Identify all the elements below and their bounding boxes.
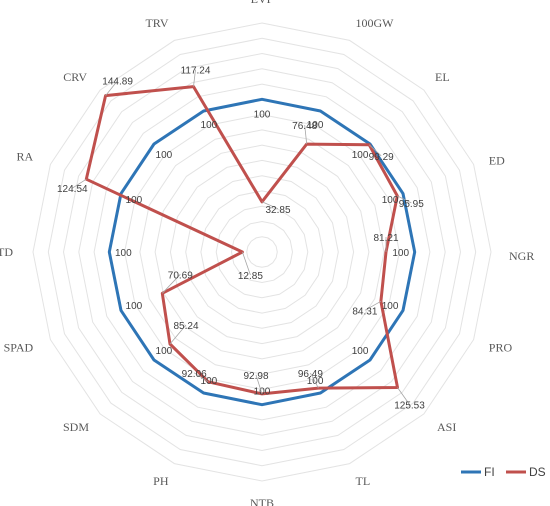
axis-label-el: EL — [435, 70, 450, 84]
fi-data-label: 100 — [392, 248, 409, 259]
axis-label-spad: SPAD — [4, 341, 34, 355]
ds-data-label: 70.69 — [168, 270, 193, 281]
fi-data-label: 100 — [352, 150, 369, 161]
fi-data-label: 100 — [382, 195, 399, 206]
ds-leader-line — [364, 300, 382, 311]
fi-data-label: 100 — [382, 301, 399, 312]
ds-leader-line — [193, 372, 209, 383]
axis-label-ph: PH — [153, 474, 169, 488]
ds-data-label: 85.24 — [173, 321, 198, 332]
ds-data-label: 81.21 — [373, 233, 398, 244]
ds-data-label: 124.54 — [57, 184, 88, 195]
fi-data-label: 100 — [254, 387, 271, 398]
ds-data-label: 92.98 — [243, 371, 268, 382]
ds-leader-line — [105, 80, 118, 96]
ds-data-label: 84.31 — [352, 306, 377, 317]
ds-leader-line — [72, 178, 87, 189]
ds-leader-line — [397, 195, 412, 204]
ds-data-label: 12.85 — [238, 271, 263, 282]
fi-data-label: 100 — [352, 346, 369, 357]
grid-ring — [32, 22, 492, 482]
axis-label-sdm: SDM — [63, 420, 89, 434]
fi-data-label: 100 — [126, 195, 143, 206]
axis-label-ctd: CTD — [0, 245, 13, 259]
axis-label-evp: EVP — [251, 0, 274, 6]
axis-label-ngr: NGR — [509, 249, 534, 263]
axis-label-asi: ASI — [437, 420, 456, 434]
ds-leader-line — [162, 274, 181, 294]
grid-ring — [230, 220, 294, 284]
axis-label-ntb: NTB — [250, 496, 274, 506]
legend-label-fi: FI — [484, 465, 495, 479]
grid-ring — [93, 83, 431, 421]
axis-label-100gw: 100GW — [356, 16, 395, 30]
ds-leader-line — [255, 374, 263, 395]
grid-ring — [200, 190, 324, 314]
ds-leader-line — [242, 251, 251, 276]
ds-leader-line — [261, 201, 279, 210]
fi-data-label: 100 — [307, 120, 324, 131]
ds-data-label: 144.89 — [102, 77, 133, 88]
fi-data-label: 100 — [201, 120, 218, 131]
grid-ring — [124, 114, 400, 390]
ds-leader-line — [397, 387, 410, 405]
grid-ring — [78, 68, 446, 436]
ds-leader-line — [304, 125, 308, 145]
fi-data-label: 100 — [201, 376, 218, 387]
grid-ring — [169, 159, 355, 345]
axis-label-ra: RA — [17, 150, 34, 164]
axis-label-pro: PRO — [489, 341, 513, 355]
ds-data-label: 32.85 — [265, 205, 290, 216]
ds-data-label: 92.06 — [182, 369, 207, 380]
fi-data-label: 100 — [156, 346, 173, 357]
grid-ring — [215, 205, 309, 299]
axis-label-tl: TL — [356, 474, 371, 488]
ds-data-label: 96.49 — [298, 369, 323, 380]
grid-ring — [246, 236, 278, 268]
ds-data-label: 99.29 — [369, 152, 394, 163]
ds-leader-line — [193, 69, 196, 87]
grid-ring — [154, 144, 370, 360]
series-fi-line — [107, 97, 417, 407]
axis-label-trv: TRV — [145, 16, 168, 30]
fi-data-label: 100 — [254, 109, 271, 120]
legend-label-ds: DS — [529, 465, 546, 479]
ds-leader-line — [169, 324, 187, 345]
grid-ring — [185, 175, 339, 329]
axis-label-ed: ED — [489, 154, 505, 168]
ds-leader-line — [368, 144, 382, 157]
grid-ring — [47, 37, 477, 467]
ds-data-label: 125.53 — [394, 401, 425, 412]
grid-ring — [139, 129, 385, 375]
ds-leader-line — [310, 372, 319, 389]
ds-data-label: 117.24 — [181, 66, 211, 77]
ds-data-label: 76.48 — [292, 121, 317, 132]
fi-data-label: 100 — [156, 150, 173, 161]
fi-data-label: 100 — [115, 248, 132, 259]
ds-data-label: 95.95 — [399, 199, 424, 210]
fi-data-label: 100 — [126, 301, 143, 312]
axis-label-crv: CRV — [63, 70, 87, 84]
